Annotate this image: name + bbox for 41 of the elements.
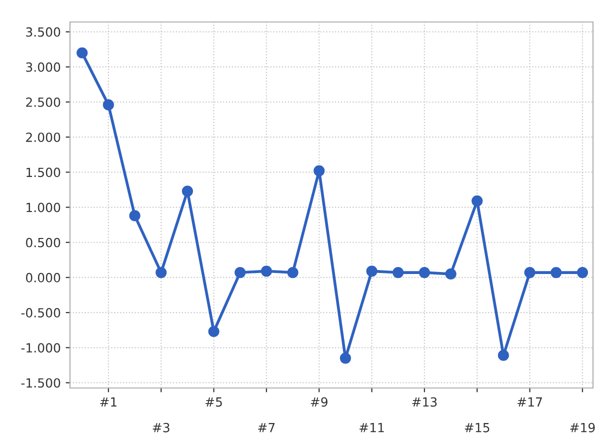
point [208, 326, 220, 338]
x-tick-label: #1 [100, 397, 117, 407]
x-tick-label: #13 [412, 397, 437, 407]
y-tick-label: 1.500 [26, 168, 60, 178]
point [314, 165, 325, 176]
point [550, 266, 562, 278]
y-tick-label: 1.000 [26, 202, 60, 212]
x-tick-label: #15 [464, 423, 490, 432]
y-tick-label: -0.500 [21, 308, 60, 318]
point [524, 266, 536, 278]
point [366, 266, 378, 277]
x-tick-label: #3 [152, 422, 170, 432]
point [472, 195, 483, 207]
point [182, 186, 194, 197]
y-tick-label: 2.000 [26, 132, 60, 142]
y-tick-label: 3.000 [26, 62, 60, 72]
point [576, 266, 588, 278]
point [76, 47, 88, 58]
x-tick-label: #7 [258, 423, 275, 432]
point [156, 266, 167, 278]
point [260, 266, 272, 277]
point [392, 266, 404, 278]
point [287, 266, 298, 278]
x-tick-label: #11 [360, 423, 384, 432]
y-tick-label: -1.500 [21, 378, 60, 388]
x-tick-label: #17 [518, 397, 542, 407]
x-tick-label: #5 [206, 397, 222, 407]
x-tick-label: #9 [310, 397, 328, 407]
point [340, 352, 352, 364]
y-tick-label: 2.500 [26, 97, 60, 107]
x-tick-label: #19 [570, 422, 595, 432]
point [498, 350, 510, 361]
y-tick-label: -1.000 [21, 343, 60, 353]
point [129, 210, 140, 222]
point [234, 266, 246, 278]
point [445, 268, 456, 280]
y-tick-label: 3.500 [26, 27, 60, 37]
point [418, 266, 430, 278]
y-tick-label: 0.500 [26, 238, 60, 248]
y-tick-label: 0.000 [26, 272, 60, 282]
point [102, 99, 114, 110]
